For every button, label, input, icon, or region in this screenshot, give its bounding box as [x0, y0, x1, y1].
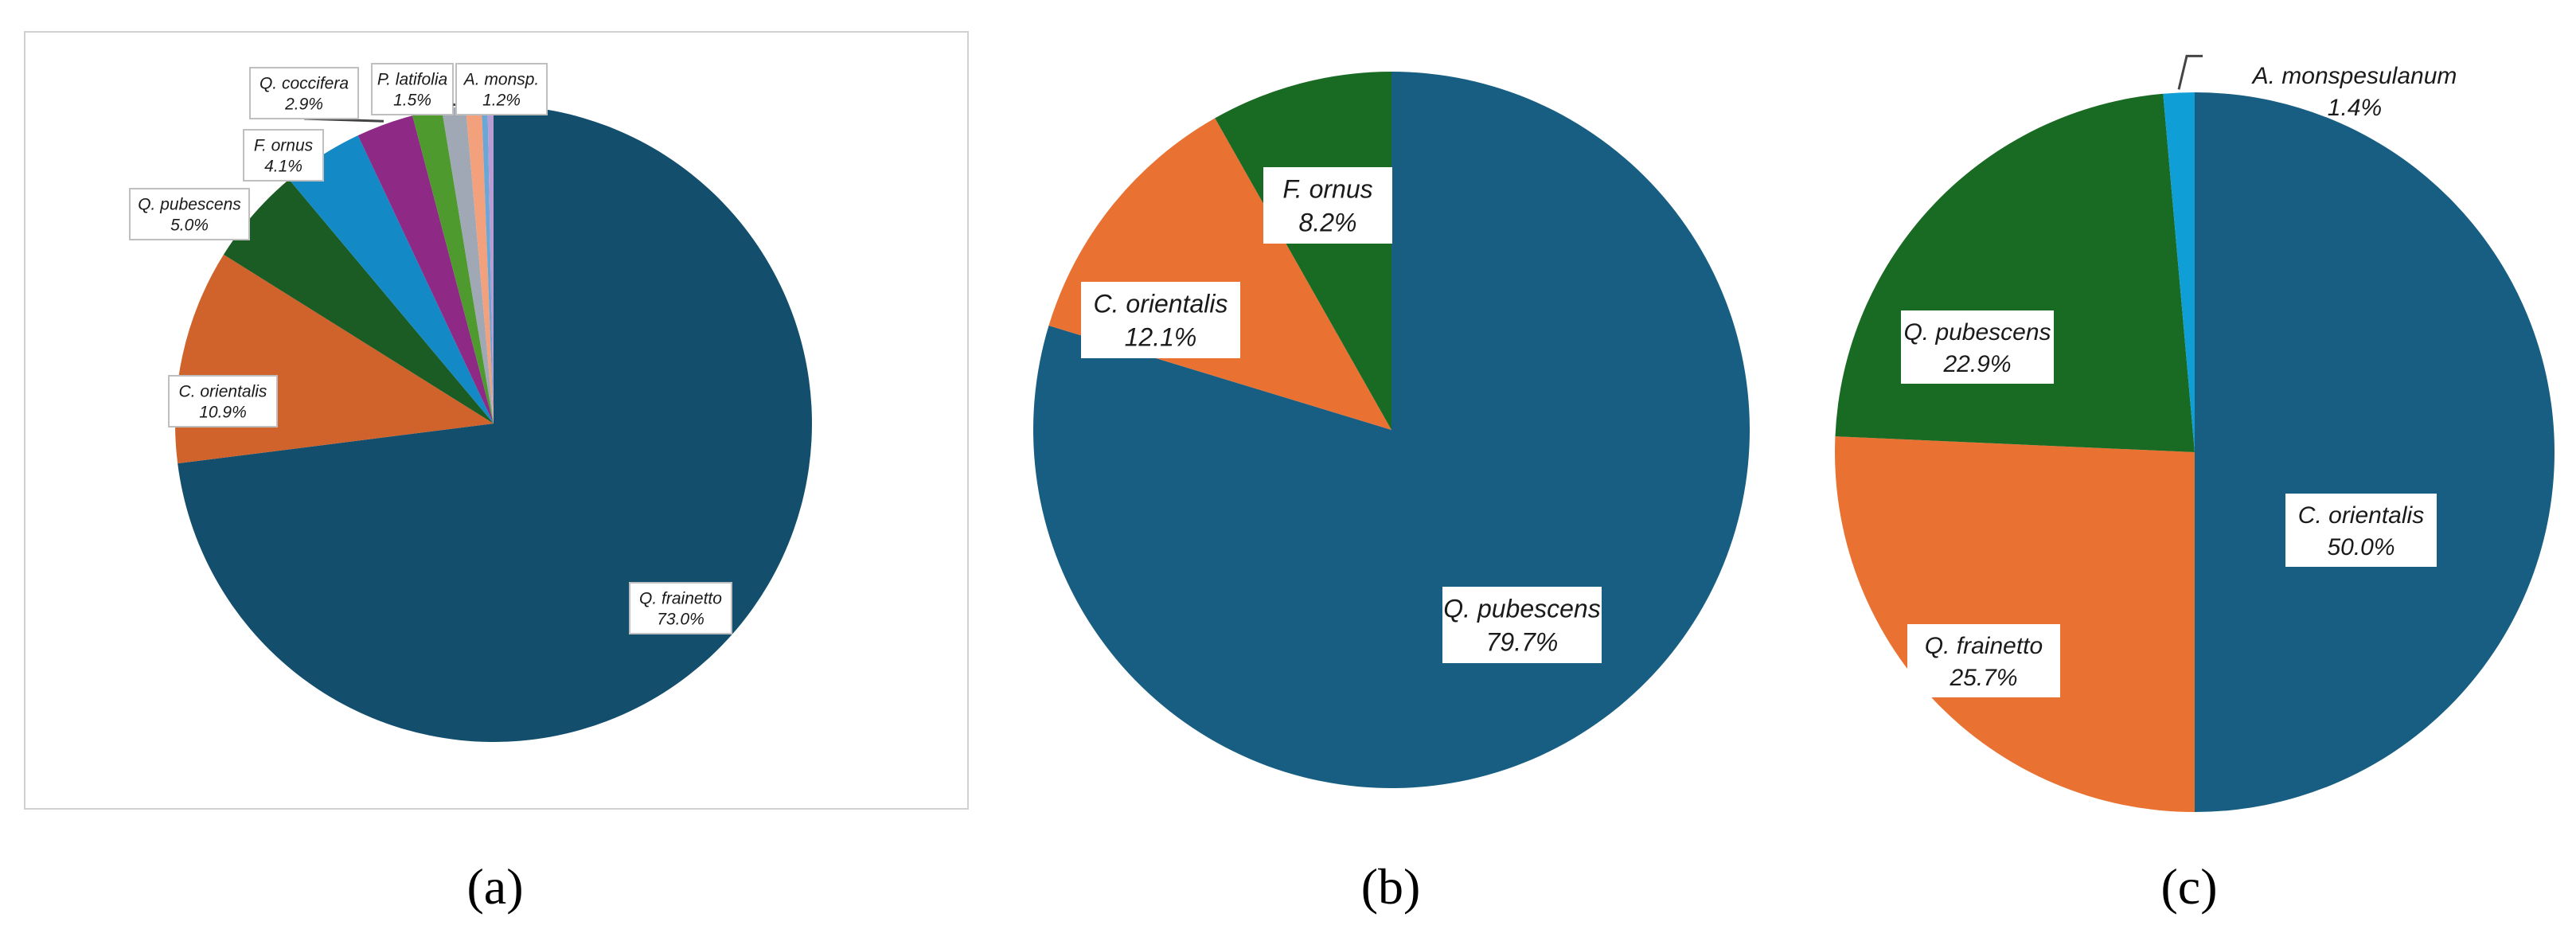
pie-chart-b: Q. pubescens 79.7% C. orientalis 12.1% F. or… — [1032, 72, 1750, 788]
label-c-q-frainetto-value: 25.7% — [1949, 665, 2017, 691]
label-b-f-ornus-value: 8.2% — [1299, 209, 1357, 237]
label-a-c-orientalis-value: 10.9% — [199, 404, 247, 422]
label-c-a-monspesulanum-name: A. monspesulanum — [2251, 63, 2457, 89]
label-b-c-orientalis-box — [1081, 282, 1240, 358]
label-a-f-ornus-box — [243, 129, 324, 182]
label-c-q-pubescens-box — [1901, 310, 2054, 384]
label-b-q-pubescens-value: 79.7% — [1486, 628, 1559, 657]
label-b-q-pubescens-name: Q. pubescens — [1443, 595, 1600, 623]
slice-a-8 — [481, 105, 494, 424]
label-a-f-ornus-value: 4.1% — [264, 158, 302, 176]
label-a-p-latifolia-box — [371, 63, 454, 115]
label-a-a-monsp-box — [455, 63, 548, 115]
slice-a-9 — [487, 105, 494, 424]
slice-a-q-pubescens — [223, 179, 494, 424]
label-a-c-orientalis-name: C. orientalis — [179, 383, 267, 401]
caption-b: (b) — [1361, 858, 1421, 915]
label-c-q-pubescens-value: 22.9% — [1942, 351, 2011, 377]
slice-a-q-coccifera — [357, 115, 494, 424]
label-a-a-monsp-name: A. monsp. — [463, 71, 540, 89]
label-a-p-latifolia-name: P. latifolia — [377, 71, 447, 89]
label-a-q-frainetto-value: 73.0% — [657, 611, 704, 629]
label-a-q-frainetto-box — [629, 582, 732, 634]
label-a-q-coccifera-name: Q. coccifera — [260, 75, 349, 93]
pie-chart-c: C. orientalis 50.0% Q. frainetto 25.7% Q. pu… — [1835, 54, 2555, 812]
label-c-a-monspesulanum-leader — [2177, 54, 2203, 90]
label-c-q-frainetto-name: Q. frainetto — [1925, 633, 2043, 659]
label-a-q-pubescens-value: 5.0% — [170, 217, 209, 235]
caption-a: (a) — [466, 858, 523, 915]
slice-a-7 — [465, 105, 494, 424]
label-b-c-orientalis-value: 12.1% — [1125, 323, 1197, 352]
label-c-c-orientalis-name: C. orientalis — [2298, 502, 2424, 529]
label-c-c-orientalis-box — [2285, 494, 2437, 567]
label-b-c-orientalis-name: C. orientalis — [1094, 290, 1228, 318]
label-a-q-pubescens-box — [129, 188, 250, 240]
label-c-c-orientalis-value: 50.0% — [2327, 534, 2395, 560]
label-b-f-ornus-name: F. ornus — [1282, 175, 1372, 204]
pie-chart-a: Q. frainetto 73.0% C. orientalis 10.9% Q. pu… — [129, 63, 812, 743]
label-b-f-ornus-box — [1263, 167, 1392, 244]
label-a-f-ornus-name: F. ornus — [254, 137, 314, 155]
slice-a-a-monsp — [441, 106, 494, 424]
label-c-q-pubescens-name: Q. pubescens — [1903, 319, 2051, 346]
slice-c-a-monspesulanum — [2163, 92, 2195, 452]
caption-c: (c) — [2160, 858, 2217, 915]
slice-a-f-ornus — [289, 135, 494, 424]
label-a-a-monsp-value: 1.2% — [482, 92, 521, 110]
slice-a-p-latifolia — [412, 109, 494, 424]
label-b-q-pubescens-box — [1442, 587, 1602, 663]
label-a-c-orientalis-box — [168, 375, 278, 428]
label-a-q-pubescens-name: Q. pubescens — [138, 196, 241, 214]
slice-c-c-orientalis — [2195, 92, 2555, 812]
slice-c-q-pubescens — [1835, 93, 2195, 452]
slice-b-c-orientalis — [1048, 118, 1391, 431]
label-a-p-latifolia-value: 1.5% — [393, 92, 431, 110]
label-a-q-coccifera-box — [249, 67, 359, 119]
label-c-a-monspesulanum-value: 1.4% — [2328, 95, 2382, 121]
label-a-q-frainetto-name: Q. frainetto — [639, 590, 722, 608]
slice-b-f-ornus — [1215, 72, 1391, 430]
label-c-q-frainetto-box — [1907, 624, 2060, 697]
label-a-q-coccifera-value: 2.9% — [284, 96, 323, 114]
